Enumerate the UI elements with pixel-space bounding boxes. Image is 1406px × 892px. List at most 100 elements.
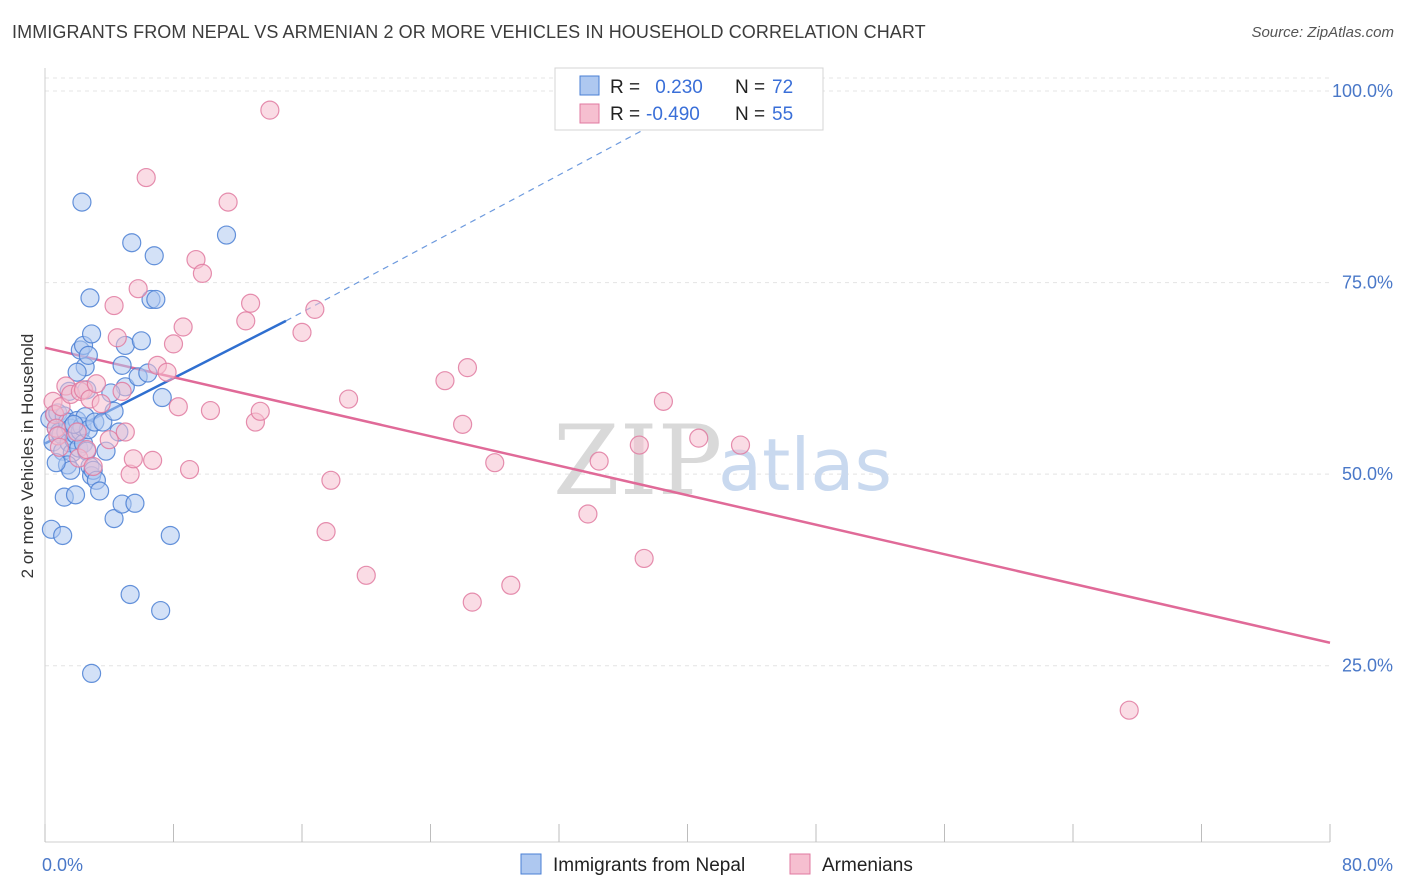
- point-armenian-52: [485, 453, 505, 473]
- point-nepal-42: [67, 362, 87, 382]
- point-nepal-46: [72, 192, 92, 212]
- point-armenian-24: [128, 279, 148, 299]
- y-tick-label-2: 75.0%: [1342, 273, 1393, 293]
- point-nepal-51: [112, 355, 132, 375]
- point-armenian-25: [136, 167, 156, 188]
- y-tick-label-3: 100.0%: [1332, 81, 1393, 101]
- series-legend-swatch-armenian: [789, 853, 811, 875]
- point-armenian-16: [91, 394, 111, 414]
- point-armenian-30: [168, 397, 188, 417]
- legend-n-label-nepal: N =: [735, 77, 765, 98]
- point-armenian-31: [173, 317, 193, 337]
- point-armenian-12: [77, 440, 97, 460]
- point-armenian-56: [629, 435, 649, 455]
- point-armenian-19: [107, 328, 127, 348]
- point-nepal-43: [78, 345, 98, 365]
- chart-title: IMMIGRANTS FROM NEPAL VS ARMENIAN 2 OR M…: [12, 22, 926, 42]
- point-nepal-57: [122, 233, 142, 253]
- point-armenian-15: [86, 374, 107, 394]
- point-armenian-58: [653, 391, 674, 411]
- point-armenian-20: [112, 381, 132, 401]
- point-nepal-68: [216, 225, 237, 245]
- point-armenian-17: [99, 430, 119, 450]
- point-armenian-46: [338, 389, 359, 409]
- point-armenian-37: [236, 311, 256, 331]
- point-armenian-60: [730, 435, 751, 455]
- point-armenian-40: [250, 401, 270, 421]
- point-armenian-4: [49, 437, 70, 457]
- point-nepal-56: [120, 584, 140, 605]
- legend-swatch-armenian: [579, 103, 600, 124]
- point-armenian-47: [356, 565, 376, 585]
- y-axis-label: 2 or more Vehicles in Household: [18, 334, 37, 579]
- point-armenian-36: [218, 192, 238, 212]
- chart-source: Source: ZipAtlas.com: [1251, 24, 1394, 41]
- point-nepal-58: [125, 493, 145, 513]
- legend-n-value-nepal: 72: [772, 77, 793, 98]
- point-armenian-44: [316, 522, 336, 542]
- point-armenian-21: [115, 422, 135, 442]
- point-armenian-8: [67, 422, 87, 442]
- trendlines: [44, 105, 1331, 644]
- correlation-legend: R = 0.230 N = 72 R = -0.490 N = 55: [554, 67, 824, 131]
- trendline-armenian: [44, 346, 1331, 644]
- point-armenian-14: [83, 456, 103, 477]
- data-points: [40, 100, 1139, 720]
- series-legend-label-armenian: Armenians: [822, 855, 913, 876]
- y-tick-label-0: 25.0%: [1342, 656, 1393, 676]
- point-nepal-33: [53, 525, 73, 546]
- point-armenian-18: [104, 295, 124, 316]
- point-armenian-32: [179, 459, 200, 480]
- point-armenian-53: [501, 575, 521, 595]
- watermark-atlas: atlas: [718, 423, 892, 507]
- point-nepal-64: [146, 289, 166, 310]
- point-nepal-65: [151, 600, 171, 621]
- point-armenian-42: [292, 322, 312, 342]
- point-nepal-63: [144, 246, 164, 266]
- point-nepal-45: [81, 324, 102, 344]
- series-legend: Immigrants from Nepal Armenians: [520, 853, 913, 876]
- point-armenian-41: [260, 100, 280, 120]
- legend-swatch-nepal: [579, 75, 600, 96]
- trendline-extension-nepal: [285, 105, 688, 322]
- point-armenian-54: [578, 504, 598, 524]
- point-nepal-48: [104, 509, 124, 529]
- point-nepal-47: [81, 663, 102, 684]
- point-armenian-61: [1119, 700, 1139, 720]
- point-armenian-23: [123, 449, 143, 469]
- point-armenian-34: [192, 263, 213, 283]
- legend-r-label-nepal: R =: [610, 77, 640, 98]
- point-armenian-50: [457, 358, 478, 378]
- point-nepal-66: [152, 387, 172, 408]
- point-armenian-26: [143, 450, 163, 470]
- point-nepal-60: [131, 331, 151, 351]
- point-armenian-57: [634, 548, 654, 569]
- point-nepal-37: [65, 485, 86, 505]
- series-legend-label-nepal: Immigrants from Nepal: [553, 855, 745, 876]
- watermark-zip: ZIP: [553, 405, 722, 517]
- gridlines: 25.0% 50.0% 75.0% 100.0%: [45, 77, 1393, 676]
- point-armenian-28: [157, 362, 177, 382]
- series-legend-swatch-nepal: [520, 853, 542, 875]
- point-armenian-55: [589, 451, 609, 471]
- point-armenian-38: [241, 293, 261, 313]
- legend-box: [554, 67, 824, 131]
- point-armenian-49: [453, 414, 473, 434]
- point-armenian-48: [435, 371, 455, 391]
- legend-n-value-armenian: 55: [772, 104, 793, 125]
- legend-n-label-armenian: N =: [735, 104, 765, 125]
- point-nepal-44: [80, 288, 100, 308]
- x-tick-label-1: 80.0%: [1342, 855, 1393, 875]
- y-tick-label-1: 50.0%: [1342, 464, 1393, 484]
- point-armenian-45: [321, 470, 341, 490]
- point-armenian-51: [462, 592, 482, 612]
- axes: 0.0% 80.0%: [42, 68, 1393, 875]
- point-armenian-43: [305, 299, 325, 319]
- legend-r-value-nepal: 0.230: [650, 77, 703, 98]
- point-armenian-29: [163, 334, 184, 354]
- point-armenian-59: [689, 428, 709, 448]
- point-nepal-67: [160, 525, 180, 546]
- legend-r-label-armenian: R =: [610, 104, 640, 125]
- legend-r-value-armenian: -0.490: [646, 104, 700, 125]
